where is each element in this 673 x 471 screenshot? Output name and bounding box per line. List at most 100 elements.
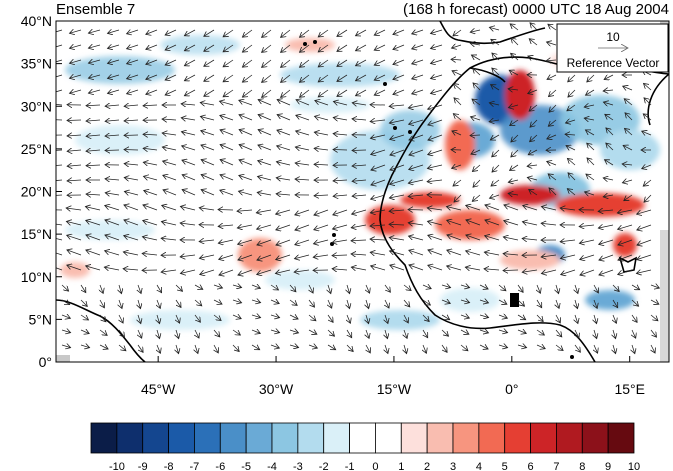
wind-vector [70, 90, 82, 93]
colorbar-swatch [116, 422, 144, 454]
wind-vector [517, 315, 526, 320]
wind-vector [587, 74, 595, 82]
wind-vector [404, 344, 407, 354]
wind-vector [105, 179, 120, 180]
wind-vector [623, 86, 633, 90]
wind-vector [479, 300, 489, 303]
wind-vector [644, 194, 652, 202]
wind-vector [223, 29, 234, 37]
wind-vector [385, 299, 389, 308]
colorbar-label: -6 [215, 461, 225, 471]
wind-vector [213, 285, 223, 288]
wind-vector [204, 44, 215, 51]
wind-vector [180, 270, 196, 274]
wind-vector [162, 205, 177, 211]
wind-vector [351, 240, 367, 241]
wind-vector [356, 59, 367, 66]
wind-vector [412, 30, 424, 34]
wind-vector [239, 130, 253, 136]
wind-vector [587, 158, 595, 166]
wind-vector [466, 220, 481, 226]
wind-vector [503, 270, 519, 271]
wind-vector [270, 284, 279, 290]
wind-vector [428, 265, 443, 271]
wind-vector [314, 240, 329, 244]
wind-vector [105, 220, 120, 226]
wind-vector [337, 74, 348, 81]
wind-vector [471, 55, 481, 61]
colorbar-swatch [426, 422, 454, 454]
wind-vector [498, 300, 507, 304]
wind-vector [594, 329, 597, 339]
wind-vector [333, 224, 348, 229]
wind-vector [366, 299, 369, 309]
wind-vector [223, 74, 234, 82]
wind-vector [251, 300, 261, 303]
wind-vector [594, 299, 597, 308]
wind-vector [451, 59, 462, 60]
wind-vector [453, 84, 462, 91]
wind-vector [108, 60, 120, 63]
wind-vector [276, 239, 291, 245]
wind-vector [262, 29, 272, 37]
wind-vector [258, 145, 272, 151]
wind-vector [390, 265, 405, 271]
wind-vector [108, 75, 120, 78]
wind-vector [466, 205, 481, 211]
wind-vector [270, 345, 279, 348]
wind-vector [428, 235, 443, 241]
wind-vector [124, 192, 139, 196]
wind-vector [67, 120, 82, 121]
wind-vector [165, 74, 177, 80]
wind-vector [346, 344, 353, 352]
wind-vector [555, 329, 562, 337]
wind-vector [201, 131, 215, 136]
wind-vector [88, 75, 101, 78]
wind-vector [300, 89, 310, 97]
wind-vector [389, 238, 405, 241]
wind-vector [289, 299, 297, 305]
wind-vector [575, 299, 578, 309]
wind-vector [579, 225, 595, 227]
wind-vector [66, 221, 82, 225]
wind-vector [80, 345, 90, 348]
wind-vector [528, 149, 538, 155]
wind-vector [127, 90, 139, 94]
wind-vector [86, 105, 101, 106]
wind-vector [623, 145, 633, 150]
wind-vector [389, 224, 405, 225]
wind-vector [618, 239, 633, 245]
wind-vector [182, 175, 196, 181]
wind-vector [180, 206, 196, 210]
wind-vector [568, 173, 576, 181]
wind-vector [200, 117, 215, 121]
wind-vector [408, 105, 424, 108]
wind-vector [491, 39, 500, 46]
wind-vector [412, 90, 424, 94]
wind-vector [67, 150, 82, 151]
wind-vector [599, 269, 614, 275]
wind-vector [289, 345, 299, 348]
wind-vector [80, 314, 89, 320]
wind-vector [452, 165, 462, 168]
wind-vector [643, 179, 652, 186]
colorbar-swatch [452, 422, 480, 454]
wind-vector [560, 255, 576, 259]
wind-vector [575, 314, 578, 324]
wind-vector [327, 329, 335, 336]
wind-vector [650, 314, 658, 321]
wind-vector [603, 195, 614, 197]
wind-vector [479, 285, 488, 289]
wind-vector [88, 45, 101, 48]
wind-vector [537, 299, 542, 308]
wind-vector [281, 74, 291, 82]
longitude-axis: 45°W 30°W 15°W 0° 15°E [141, 356, 645, 397]
wind-vector [508, 89, 519, 90]
colorbar-swatch [504, 422, 531, 454]
wind-vector [333, 102, 348, 106]
wind-vector [409, 149, 424, 155]
wind-vector [492, 53, 500, 61]
wind-vector [337, 44, 348, 51]
wind-vector [574, 344, 580, 352]
wind-vector [238, 254, 253, 260]
